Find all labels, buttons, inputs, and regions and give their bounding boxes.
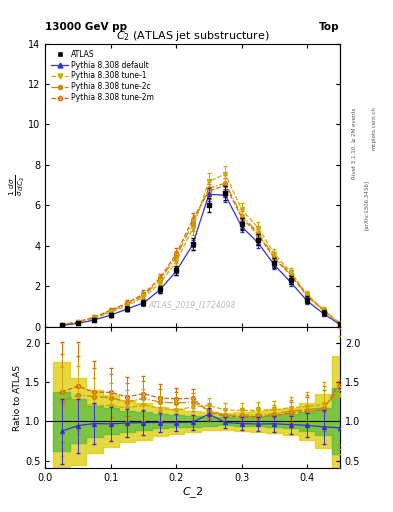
Text: Rivet 3.1.10, ≥ 2M events: Rivet 3.1.10, ≥ 2M events	[352, 108, 357, 179]
Text: [arXiv:1306.3436]: [arXiv:1306.3436]	[364, 180, 369, 230]
Title: $C_2$ (ATLAS jet substructure): $C_2$ (ATLAS jet substructure)	[116, 29, 269, 44]
Legend: ATLAS, Pythia 8.308 default, Pythia 8.308 tune-1, Pythia 8.308 tune-2c, Pythia 8: ATLAS, Pythia 8.308 default, Pythia 8.30…	[49, 47, 156, 104]
X-axis label: $C\_2$: $C\_2$	[182, 485, 203, 500]
Y-axis label: $\frac{1}{\sigma}\frac{d\sigma}{dC_2}$: $\frac{1}{\sigma}\frac{d\sigma}{dC_2}$	[7, 175, 27, 196]
Text: Top: Top	[320, 22, 340, 32]
Text: 13000 GeV pp: 13000 GeV pp	[45, 22, 127, 32]
Text: ATLAS_2019_I1724098: ATLAS_2019_I1724098	[149, 300, 236, 309]
Y-axis label: Ratio to ATLAS: Ratio to ATLAS	[13, 365, 22, 431]
Text: mcplots.cern.ch: mcplots.cern.ch	[371, 106, 376, 150]
